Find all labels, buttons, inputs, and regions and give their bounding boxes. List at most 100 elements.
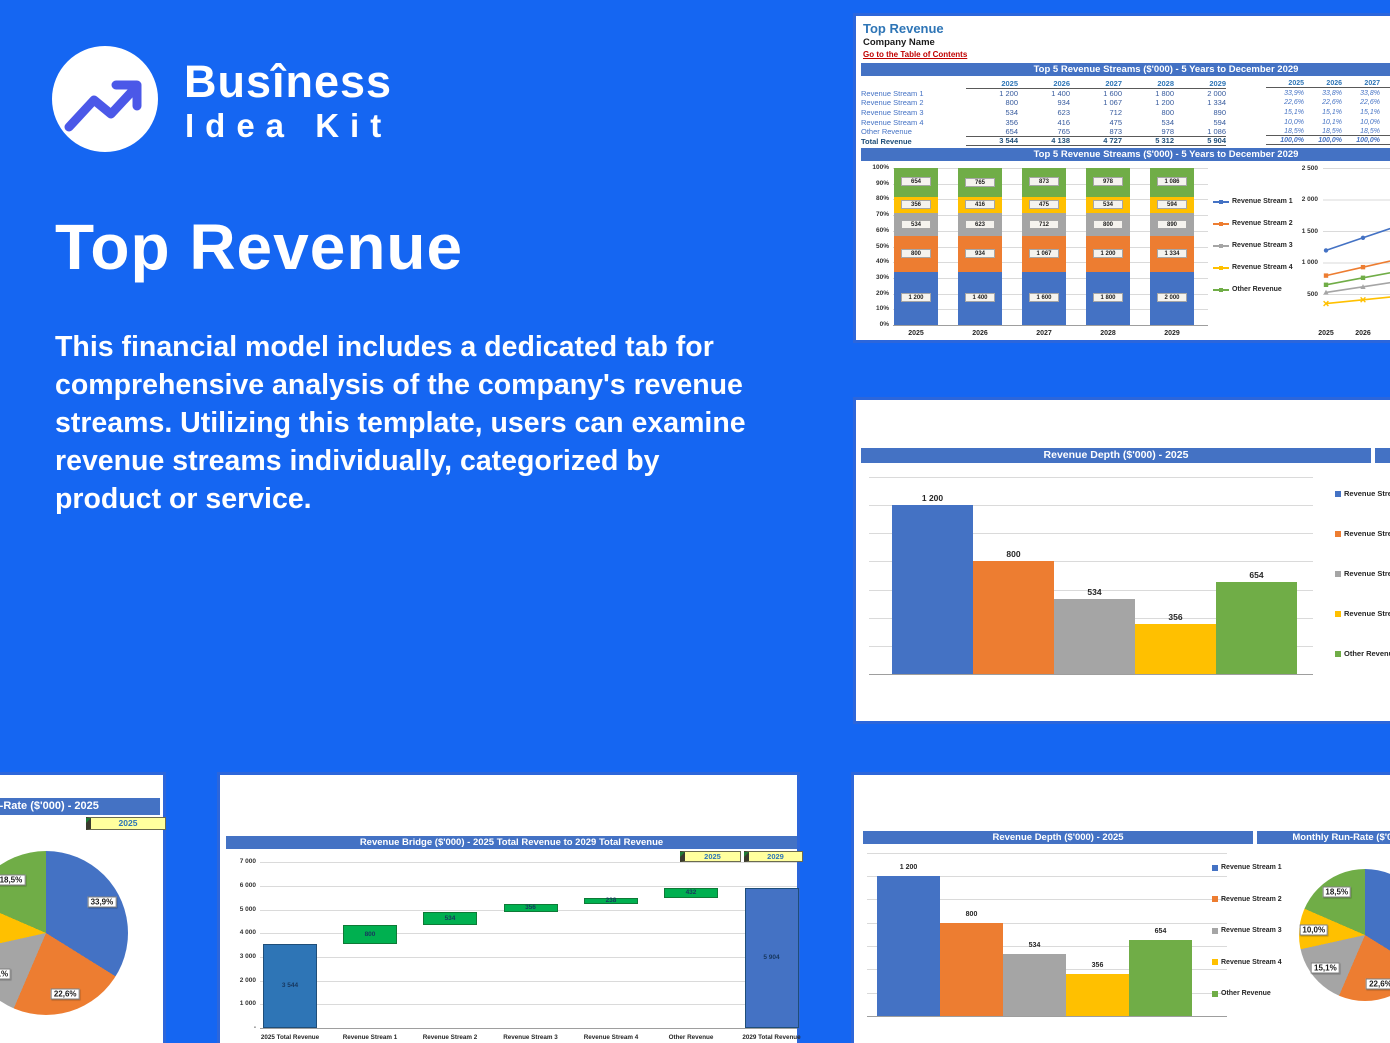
tpct: 10,1%	[1380, 119, 1390, 126]
bar-value-label: 1 200	[899, 863, 918, 871]
y-axis-tick: 70%	[875, 211, 889, 219]
year-dropdown[interactable]: 2025	[86, 817, 166, 830]
table-of-contents-link[interactable]: Go to the Table of Contents	[863, 50, 968, 59]
legend-item: Revenue Stream 4	[1213, 264, 1293, 271]
bar-value-label: 594	[1157, 199, 1187, 209]
grid-line	[867, 852, 1227, 854]
bar-value-label: 356	[525, 904, 536, 912]
bar-value-label: 534	[901, 219, 931, 229]
legend-marker-icon	[1212, 864, 1218, 871]
tpct: 15,1%	[1360, 109, 1380, 117]
x-axis-label: Revenue Stream 2	[422, 1034, 478, 1041]
bar-value-label: 1 200	[921, 493, 944, 504]
depth-bar	[1216, 581, 1297, 674]
pie-percent-label: 18,5%	[0, 874, 26, 886]
legend-label: Revenue Stream 2	[1232, 220, 1293, 227]
legend-label: Revenue Stream 2	[1221, 895, 1282, 903]
tpct: 22,6%	[1380, 99, 1390, 106]
y-axis-tick: 1 000	[1301, 259, 1318, 266]
grid-line	[260, 980, 797, 982]
legend-label: Revenue Stream 3	[1232, 242, 1293, 249]
grid-line	[867, 945, 1227, 947]
tname: Revenue Stream 4	[861, 117, 924, 127]
bar-value-label: 534	[444, 914, 456, 922]
x-axis-label: 2026	[1355, 330, 1371, 337]
grid-line	[260, 933, 797, 935]
x-axis-label: Revenue Stream 1	[342, 1034, 398, 1041]
y-axis-tick: 40%	[875, 258, 889, 266]
depth-bar	[892, 505, 973, 674]
tpct: 33,9%	[1284, 89, 1304, 97]
legend-marker-icon	[1213, 287, 1229, 293]
y-axis-tick: 2 500	[1301, 164, 1318, 172]
y-axis-tick: 6 000	[239, 881, 256, 889]
y-axis-tick: 2 000	[239, 976, 256, 984]
stacked-bar-chart: 0% 10% 20% 30% 40% 50% 60% 70% 80% 90% 100% 1 200 80…	[856, 163, 1390, 346]
year-to-dropdown[interactable]: 2029	[744, 851, 803, 862]
tpct: 18,5%	[1304, 128, 1342, 136]
tval: 416	[1057, 117, 1070, 127]
legend-marker-icon	[1335, 490, 1341, 497]
bridge-bar	[343, 925, 397, 944]
tval: 475	[1109, 117, 1122, 127]
legend-label: Other Revenue	[1221, 990, 1271, 997]
bar-value-label: 238	[605, 897, 617, 905]
company-name: Company Name	[863, 37, 935, 48]
stacked-chart-title-bar: Top 5 Revenue Streams ($'000) - 5 Years …	[861, 148, 1390, 161]
tpct: 33,8%	[1380, 90, 1390, 97]
bar-value-label: 800	[1006, 549, 1021, 560]
bar-value-label: 654	[1154, 927, 1167, 935]
tname: Revenue Stream 3	[861, 108, 924, 118]
depth-bar	[877, 875, 940, 1016]
brand-logo	[52, 46, 158, 152]
tval: 4 727	[1070, 136, 1122, 147]
tpct: 22,6%	[1322, 99, 1342, 107]
tval: 1 334	[1207, 98, 1226, 108]
legend-item: Revenue Stream 1	[1213, 198, 1293, 205]
bridge-bar	[744, 888, 799, 1028]
pie-percent-label: 10,0%	[1299, 924, 1329, 936]
x-axis-line	[260, 1028, 797, 1029]
bar-value-label: 654	[1249, 569, 1264, 580]
tval: 1 067	[1103, 98, 1122, 108]
tval: 2 000	[1207, 88, 1226, 98]
x-axis-label: Revenue Stream 4	[583, 1034, 639, 1041]
x-axis-label: Revenue Stream 3	[503, 1034, 558, 1041]
tpct: 100,0%	[1304, 137, 1342, 146]
legend-item: Revenue Stream 1	[1335, 489, 1390, 498]
bar-value-label: 712	[1029, 219, 1059, 229]
tpct: 10,0%	[1360, 118, 1380, 126]
trend-line-chart: 500 1 000 1 500 2 000 2 500 2025 2026 2027	[1296, 163, 1390, 343]
page-title: Top Revenue	[55, 211, 464, 283]
x-axis-label: 2025	[908, 330, 924, 337]
pie-percent-label: 18,5%	[1322, 886, 1352, 898]
legend-label: Other Revenue	[1232, 286, 1282, 293]
table-row: Revenue Stream 1 1 200 1 400 1 600 1 800 2 00…	[861, 89, 1390, 99]
runrate-title-bar: Monthly Run-Rate ($'000) - 2025	[0, 798, 160, 815]
depth-bar-chart: 1 200 800 534 356 654	[869, 474, 1313, 675]
grid-line	[260, 885, 797, 887]
tval: 873	[1070, 127, 1122, 137]
x-axis-label: 2029 Total Revenue	[742, 1034, 801, 1041]
bar-value-label: 873	[1029, 177, 1059, 187]
tval: 594	[1213, 117, 1226, 127]
bar-value-label: 890	[1157, 219, 1187, 229]
tpct: 15,1%	[1380, 109, 1390, 116]
bar-value-label: 534	[1093, 199, 1123, 209]
bar-value-label: 534	[1028, 941, 1041, 949]
pie-percent-label: 15,1%	[1311, 962, 1340, 974]
tpct: 2026	[1304, 80, 1342, 88]
y-axis-tick: 90%	[875, 179, 889, 187]
bar-value-label: 623	[965, 219, 995, 229]
bridge-bar	[263, 944, 317, 1028]
depth-bar	[940, 922, 1003, 1016]
revenue-table: 202520262027202820292025202620272028Reve…	[861, 79, 1390, 147]
bar-value-label: 5 904	[763, 954, 780, 962]
tpct: 100,0%	[1266, 137, 1304, 146]
runrate2-title-bar: Monthly Run-Rate ($'000) - 2025	[1257, 831, 1390, 844]
tval: 765	[1018, 127, 1070, 137]
year-from-dropdown[interactable]: 2025	[680, 851, 741, 862]
bar-value-label: 2 000	[1157, 293, 1187, 303]
table-row: Revenue Stream 2 800 934 1 067 1 200 1 334 22,…	[861, 98, 1390, 108]
